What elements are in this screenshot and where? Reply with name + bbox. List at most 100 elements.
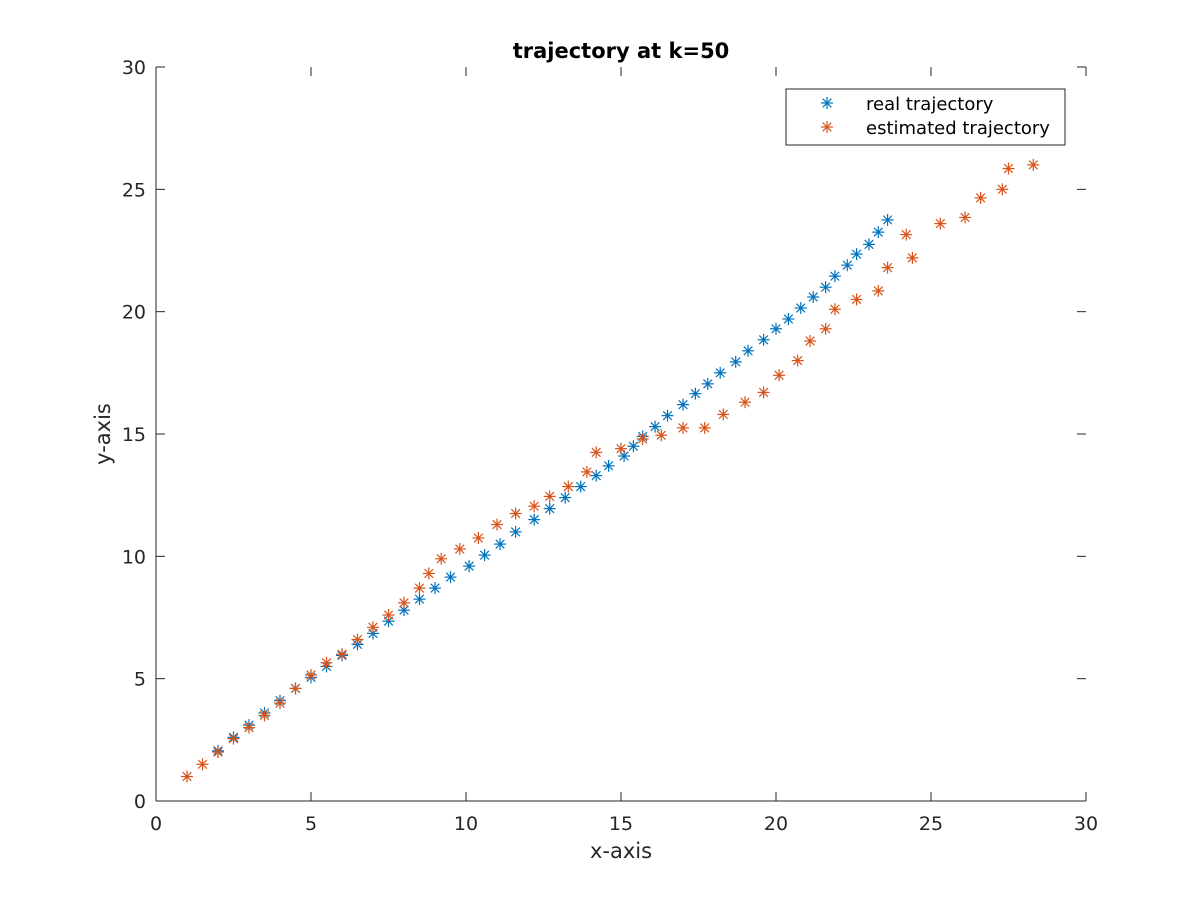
data-point-estimated-trajectory <box>974 191 987 204</box>
data-point-real-trajectory <box>398 604 410 617</box>
data-point-real-trajectory <box>478 549 491 562</box>
data-point-estimated-trajectory <box>528 500 541 513</box>
y-tick-label: 0 <box>134 791 146 813</box>
data-point-estimated-trajectory <box>773 369 786 382</box>
legend-label-estimated-trajectory: estimated trajectory <box>866 118 1050 139</box>
data-point-estimated-trajectory <box>677 421 689 434</box>
legend-marker-real-trajectory <box>821 97 833 109</box>
data-point-real-trajectory <box>509 525 522 538</box>
y-tick-label: 30 <box>122 57 146 79</box>
legend-asterisk <box>821 121 833 133</box>
data-point-real-trajectory <box>742 344 755 357</box>
data-point-estimated-trajectory <box>819 322 832 335</box>
data-point-estimated-trajectory <box>274 697 286 710</box>
data-point-estimated-trajectory <box>289 682 302 695</box>
y-tick-label: 20 <box>122 302 146 324</box>
data-point-estimated-trajectory <box>828 303 841 316</box>
data-point-real-trajectory <box>661 409 674 422</box>
data-point-real-trajectory <box>590 469 603 482</box>
data-point-estimated-trajectory <box>804 335 817 348</box>
chart-title: trajectory at k=50 <box>513 39 730 63</box>
data-point-estimated-trajectory <box>757 386 770 399</box>
data-point-estimated-trajectory <box>562 480 575 493</box>
data-point-estimated-trajectory <box>1002 162 1015 175</box>
data-point-estimated-trajectory <box>1027 158 1040 171</box>
data-point-estimated-trajectory <box>453 542 466 555</box>
data-point-real-trajectory <box>559 491 572 504</box>
data-point-real-trajectory <box>757 333 770 346</box>
data-point-real-trajectory <box>770 322 782 335</box>
data-point-estimated-trajectory <box>698 421 711 434</box>
data-point-estimated-trajectory <box>906 251 919 264</box>
data-point-real-trajectory <box>794 301 807 314</box>
y-ticks: 0 5 10 15 20 25 30 <box>122 57 1086 813</box>
data-point-real-trajectory <box>714 366 727 379</box>
data-point-real-trajectory <box>807 290 820 303</box>
data-point-real-trajectory <box>881 213 894 226</box>
x-tick-label: 0 <box>150 813 162 835</box>
data-point-estimated-trajectory <box>900 228 913 241</box>
data-point-estimated-trajectory <box>422 567 435 580</box>
data-point-estimated-trajectory <box>881 261 894 274</box>
data-point-estimated-trajectory <box>850 293 863 306</box>
data-point-real-trajectory <box>850 248 863 261</box>
y-tick-label: 15 <box>122 424 146 446</box>
data-point-estimated-trajectory <box>351 633 364 646</box>
data-point-real-trajectory <box>729 355 742 368</box>
x-tick-label: 20 <box>764 813 788 835</box>
data-point-real-trajectory <box>819 281 832 294</box>
data-point-real-trajectory <box>841 259 854 272</box>
data-point-estimated-trajectory <box>655 429 668 442</box>
x-tick-label: 30 <box>1074 813 1098 835</box>
data-point-real-trajectory <box>528 513 541 526</box>
data-point-real-trajectory <box>543 502 556 515</box>
data-point-estimated-trajectory <box>590 446 603 459</box>
legend-asterisk <box>821 97 833 109</box>
data-point-real-trajectory <box>574 480 587 493</box>
data-point-estimated-trajectory <box>398 596 410 609</box>
data-point-estimated-trajectory <box>472 531 485 544</box>
y-tick-label: 25 <box>122 179 146 201</box>
data-point-estimated-trajectory <box>509 507 522 520</box>
data-point-estimated-trajectory <box>435 552 448 565</box>
data-point-real-trajectory <box>782 313 795 326</box>
x-tick-label: 25 <box>919 813 943 835</box>
legend-label-real-trajectory: real trajectory <box>866 94 994 115</box>
data-point-estimated-trajectory <box>320 656 333 669</box>
data-point-estimated-trajectory <box>791 354 804 367</box>
legend: real trajectory estimated trajectory <box>785 88 1066 146</box>
data-point-real-trajectory <box>429 582 441 595</box>
data-point-real-trajectory <box>463 560 476 573</box>
x-axis-label: x-axis <box>590 839 652 863</box>
data-point-real-trajectory <box>701 377 714 390</box>
data-point-estimated-trajectory <box>739 396 751 409</box>
data-point-estimated-trajectory <box>367 621 379 634</box>
x-ticks: 0 5 10 15 20 25 30 <box>150 67 1098 835</box>
data-point-estimated-trajectory <box>336 648 348 661</box>
data-point-estimated-trajectory <box>243 721 255 734</box>
legend-box <box>785 88 1066 146</box>
legend-marker-estimated-trajectory <box>821 121 833 133</box>
data-point-real-trajectory <box>649 420 662 433</box>
y-axis-label: y-axis <box>91 403 115 465</box>
data-point-real-trajectory <box>602 459 615 472</box>
data-point-real-trajectory <box>872 226 885 239</box>
data-point-estimated-trajectory <box>196 758 209 771</box>
data-point-estimated-trajectory <box>212 746 224 759</box>
data-point-real-trajectory <box>828 270 841 283</box>
data-point-real-trajectory <box>689 387 702 400</box>
x-tick-label: 15 <box>609 813 633 835</box>
data-point-estimated-trajectory <box>959 211 972 224</box>
data-point-estimated-trajectory <box>413 582 426 595</box>
data-point-estimated-trajectory <box>580 465 593 478</box>
data-point-real-trajectory <box>863 238 875 251</box>
data-point-estimated-trajectory <box>181 770 193 783</box>
x-tick-label: 5 <box>305 813 317 835</box>
series-estimated-trajectory <box>181 158 1040 783</box>
data-point-estimated-trajectory <box>636 432 649 445</box>
data-point-estimated-trajectory <box>227 732 240 745</box>
data-point-estimated-trajectory <box>382 609 395 622</box>
data-point-estimated-trajectory <box>872 284 885 297</box>
